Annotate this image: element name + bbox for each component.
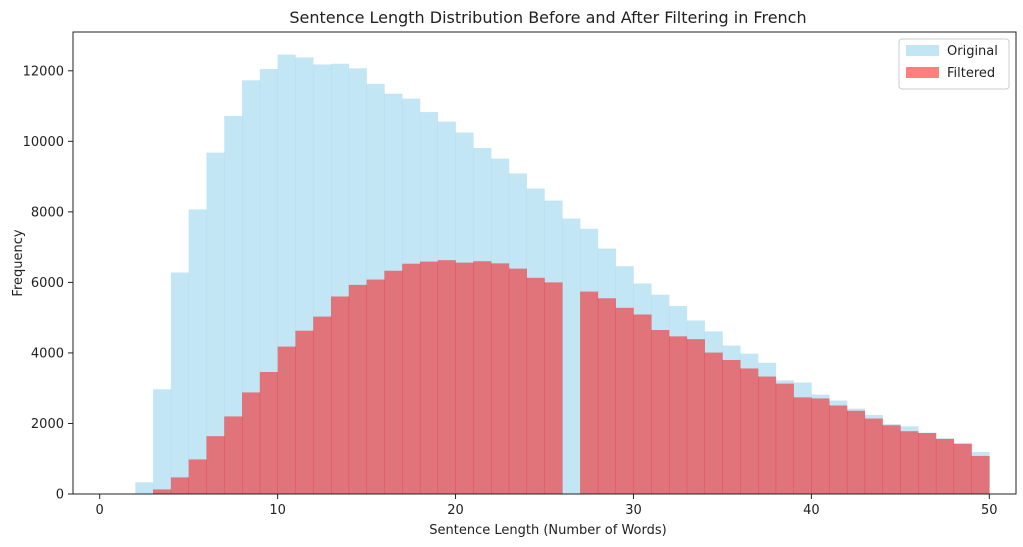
bar-filtered-24 bbox=[526, 277, 545, 494]
bar-filtered-48 bbox=[953, 443, 972, 494]
bar-filtered-25 bbox=[544, 282, 563, 494]
bar-filtered-15 bbox=[366, 279, 385, 494]
bar-filtered-43 bbox=[864, 418, 883, 494]
bar-original-6 bbox=[206, 152, 225, 494]
x-tick-label-10: 10 bbox=[269, 503, 286, 518]
bar-filtered-33 bbox=[686, 339, 705, 494]
legend: Original Filtered bbox=[898, 38, 1010, 90]
y-tick-label-10000: 10000 bbox=[23, 135, 64, 150]
plot-frame bbox=[72, 31, 1017, 495]
bar-original-2 bbox=[135, 482, 154, 494]
x-axis-label: Sentence Length (Number of Words) bbox=[429, 523, 666, 538]
x-tick-label-20: 20 bbox=[447, 503, 464, 518]
chart-title: Sentence Length Distribution Before and … bbox=[289, 8, 806, 27]
bar-filtered-23 bbox=[508, 268, 528, 494]
legend-label-original: Original bbox=[947, 44, 998, 59]
bar-filtered-34 bbox=[704, 352, 723, 494]
bar-filtered-29 bbox=[615, 307, 634, 494]
bar-filtered-42 bbox=[846, 410, 866, 494]
bar-filtered-35 bbox=[722, 359, 741, 494]
bar-filtered-30 bbox=[633, 314, 652, 494]
bar-filtered-17 bbox=[402, 263, 421, 494]
legend-swatch-original bbox=[906, 45, 939, 56]
x-tick-label-0: 0 bbox=[96, 503, 104, 518]
bar-filtered-40 bbox=[811, 398, 830, 494]
series-filtered-bars bbox=[153, 260, 990, 494]
y-axis: 0 2000 4000 6000 8000 10000 12000 bbox=[23, 64, 73, 503]
bar-filtered-22 bbox=[491, 263, 510, 494]
bar-filtered-13 bbox=[330, 296, 350, 494]
bar-filtered-14 bbox=[348, 284, 367, 494]
y-tick-label-4000: 4000 bbox=[31, 346, 64, 361]
y-tick-label-0: 0 bbox=[56, 488, 64, 503]
bar-filtered-44 bbox=[882, 425, 901, 494]
y-tick-label-8000: 8000 bbox=[31, 205, 64, 220]
bar-filtered-39 bbox=[793, 397, 812, 494]
bar-filtered-27 bbox=[580, 291, 599, 494]
x-tick-label-50: 50 bbox=[981, 503, 998, 518]
bar-filtered-41 bbox=[829, 405, 848, 494]
y-axis-label: Frequency bbox=[11, 229, 26, 296]
bar-filtered-46 bbox=[918, 432, 937, 494]
bar-filtered-45 bbox=[900, 431, 919, 494]
x-tick-label-30: 30 bbox=[625, 503, 642, 518]
bar-filtered-49 bbox=[971, 455, 990, 494]
bar-filtered-7 bbox=[224, 416, 243, 494]
bar-filtered-36 bbox=[740, 368, 759, 494]
bar-original-26 bbox=[562, 218, 581, 494]
bar-filtered-19 bbox=[437, 260, 456, 494]
bar-filtered-8 bbox=[242, 392, 261, 494]
bar-filtered-4 bbox=[170, 477, 189, 494]
bar-original-8 bbox=[242, 80, 261, 494]
x-tick-label-40: 40 bbox=[803, 503, 820, 518]
bar-original-7 bbox=[224, 115, 243, 494]
bar-filtered-38 bbox=[775, 383, 794, 494]
bar-filtered-47 bbox=[935, 438, 955, 494]
y-tick-label-12000: 12000 bbox=[23, 64, 64, 79]
legend-label-filtered: Filtered bbox=[947, 66, 995, 81]
bar-filtered-31 bbox=[651, 330, 670, 494]
y-tick-label-6000: 6000 bbox=[31, 276, 64, 291]
bar-filtered-37 bbox=[758, 376, 777, 494]
bar-filtered-32 bbox=[669, 336, 688, 494]
bar-filtered-10 bbox=[277, 346, 296, 494]
bar-filtered-28 bbox=[597, 298, 616, 494]
y-tick-label-2000: 2000 bbox=[31, 417, 64, 432]
bar-filtered-16 bbox=[384, 270, 403, 494]
x-axis: 0 10 20 30 40 50 bbox=[96, 494, 998, 518]
legend-swatch-filtered bbox=[906, 67, 939, 78]
bar-original-5 bbox=[188, 209, 207, 494]
bar-filtered-12 bbox=[313, 316, 332, 494]
bar-filtered-9 bbox=[259, 371, 278, 494]
bar-original-3 bbox=[153, 389, 172, 494]
bar-original-4 bbox=[170, 272, 189, 494]
bar-filtered-6 bbox=[206, 436, 225, 494]
bar-filtered-5 bbox=[188, 459, 207, 494]
bar-filtered-21 bbox=[473, 261, 492, 494]
bar-filtered-18 bbox=[419, 261, 439, 494]
bar-filtered-3 bbox=[153, 489, 172, 494]
bar-filtered-11 bbox=[295, 330, 314, 494]
bar-filtered-20 bbox=[455, 262, 474, 494]
